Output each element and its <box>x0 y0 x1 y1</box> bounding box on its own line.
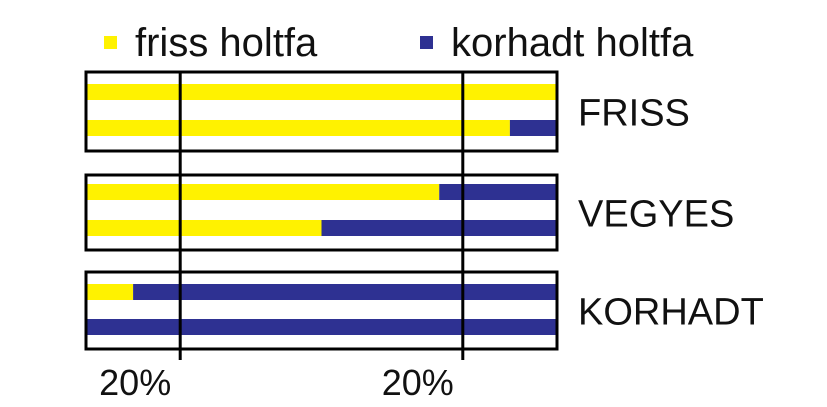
bar-segment <box>86 184 440 200</box>
bar-segment <box>133 284 557 300</box>
legend-label: friss holtfa <box>135 21 318 65</box>
group-frame <box>84 173 559 252</box>
bar-segment <box>439 184 557 200</box>
legend-swatch <box>420 36 433 49</box>
group-frame <box>84 270 559 351</box>
bar-segment <box>86 220 322 236</box>
category-label: VEGYES <box>578 194 734 236</box>
x-tick-label: 20% <box>99 362 171 403</box>
legend-swatch <box>104 36 117 49</box>
group-frame <box>84 70 559 153</box>
category-label: KORHADT <box>578 292 764 334</box>
bar-segment <box>86 120 510 136</box>
legend-label: korhadt holtfa <box>451 21 694 65</box>
bar-segment <box>86 284 134 300</box>
bar-segment <box>86 84 557 100</box>
category-label: FRISS <box>578 93 690 135</box>
bar-segment <box>509 120 557 136</box>
bar-segment <box>321 220 557 236</box>
bar-segment <box>86 319 557 335</box>
x-tick-label: 20% <box>382 362 454 403</box>
